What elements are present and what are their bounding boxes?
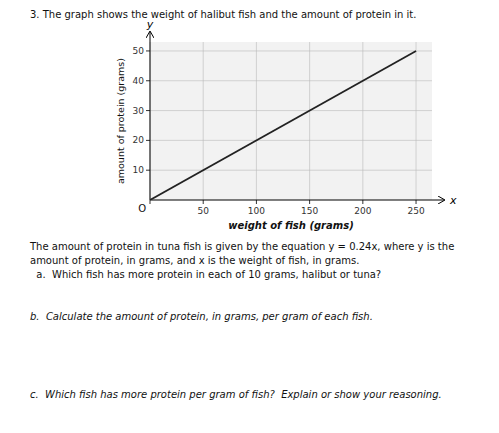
origin-label: O [138,203,146,214]
plot-area [150,42,432,200]
tick-label: 50 [197,206,209,216]
paragraph: a. Which fish has more protein in each o… [30,269,381,280]
tick-label: 50 [133,46,145,56]
grid-line [256,42,257,200]
grid-line [150,80,432,81]
tick [146,140,150,141]
tick-label: 30 [133,106,145,116]
tick [150,200,151,204]
x-axis-name: x [449,194,457,207]
tick [146,170,150,171]
tick-label: 100 [248,206,265,216]
paragraph: b. Calculate the amount of protein, in g… [30,311,373,322]
y-axis-name: y [146,18,154,31]
grid-line [309,42,310,200]
x-axis-label: weight of fish (grams) [228,220,353,231]
grid-line [150,50,432,51]
paragraph: amount of protein, in grams, and x is th… [30,255,359,266]
x-axis [150,200,444,201]
grid-line [150,140,432,141]
tick [416,200,417,204]
tick [362,200,363,204]
tick-label: 40 [133,76,145,86]
line [150,51,416,200]
tick [146,80,150,81]
tick-label: 200 [354,206,371,216]
tick-label: 150 [301,206,318,216]
tick [146,50,150,51]
y-axis [150,32,151,200]
grid-line [150,170,432,171]
tick [309,200,310,204]
paragraph: The amount of protein in tuna fish is gi… [29,241,454,252]
tick [256,200,257,204]
tick-label: 10 [133,165,145,175]
tick-label: 20 [133,135,145,145]
paragraph: c. Which fish has more protein per gram … [30,389,442,400]
tick-label: 250 [407,206,424,216]
grid-line [203,42,204,200]
plot-group [150,51,416,200]
grid-line [362,42,363,200]
grid-line [150,110,432,111]
grid-line [416,42,417,200]
y-axis-label: amount of protein (grams) [115,58,126,184]
title: 3. The graph shows the weight of halibut… [30,9,416,20]
tick [203,200,204,204]
tick [146,110,150,111]
